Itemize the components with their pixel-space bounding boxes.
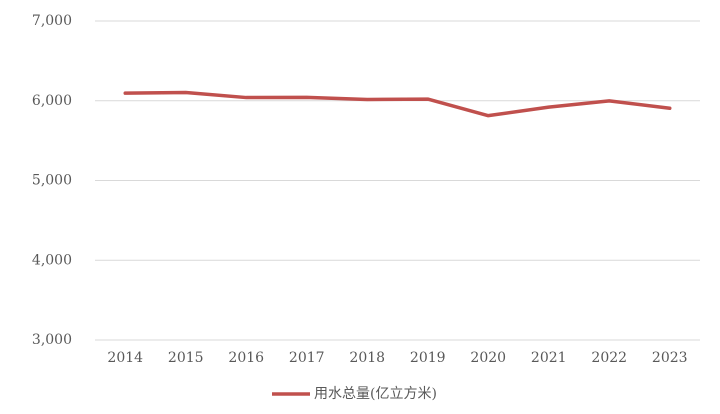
x-tick-label: 2022 xyxy=(591,350,627,366)
x-tick-label: 2018 xyxy=(349,350,385,366)
y-tick-label: 7,000 xyxy=(32,13,72,29)
y-tick-label: 6,000 xyxy=(32,93,72,109)
x-tick-label: 2023 xyxy=(652,350,688,366)
y-tick-label: 5,000 xyxy=(32,173,72,189)
y-tick-label: 4,000 xyxy=(32,252,72,268)
x-tick-label: 2019 xyxy=(410,350,446,366)
data-line xyxy=(123,90,672,118)
x-tick-label: 2021 xyxy=(531,350,567,366)
x-tick-label: 2017 xyxy=(289,350,325,366)
x-tick-label: 2016 xyxy=(228,350,264,366)
x-tick-label: 2014 xyxy=(107,350,143,366)
x-tick-label: 2020 xyxy=(470,350,506,366)
y-tick-label: 3,000 xyxy=(32,332,72,348)
legend-label: 用水总量(亿立方米) xyxy=(314,386,437,402)
x-tick-label: 2015 xyxy=(168,350,204,366)
